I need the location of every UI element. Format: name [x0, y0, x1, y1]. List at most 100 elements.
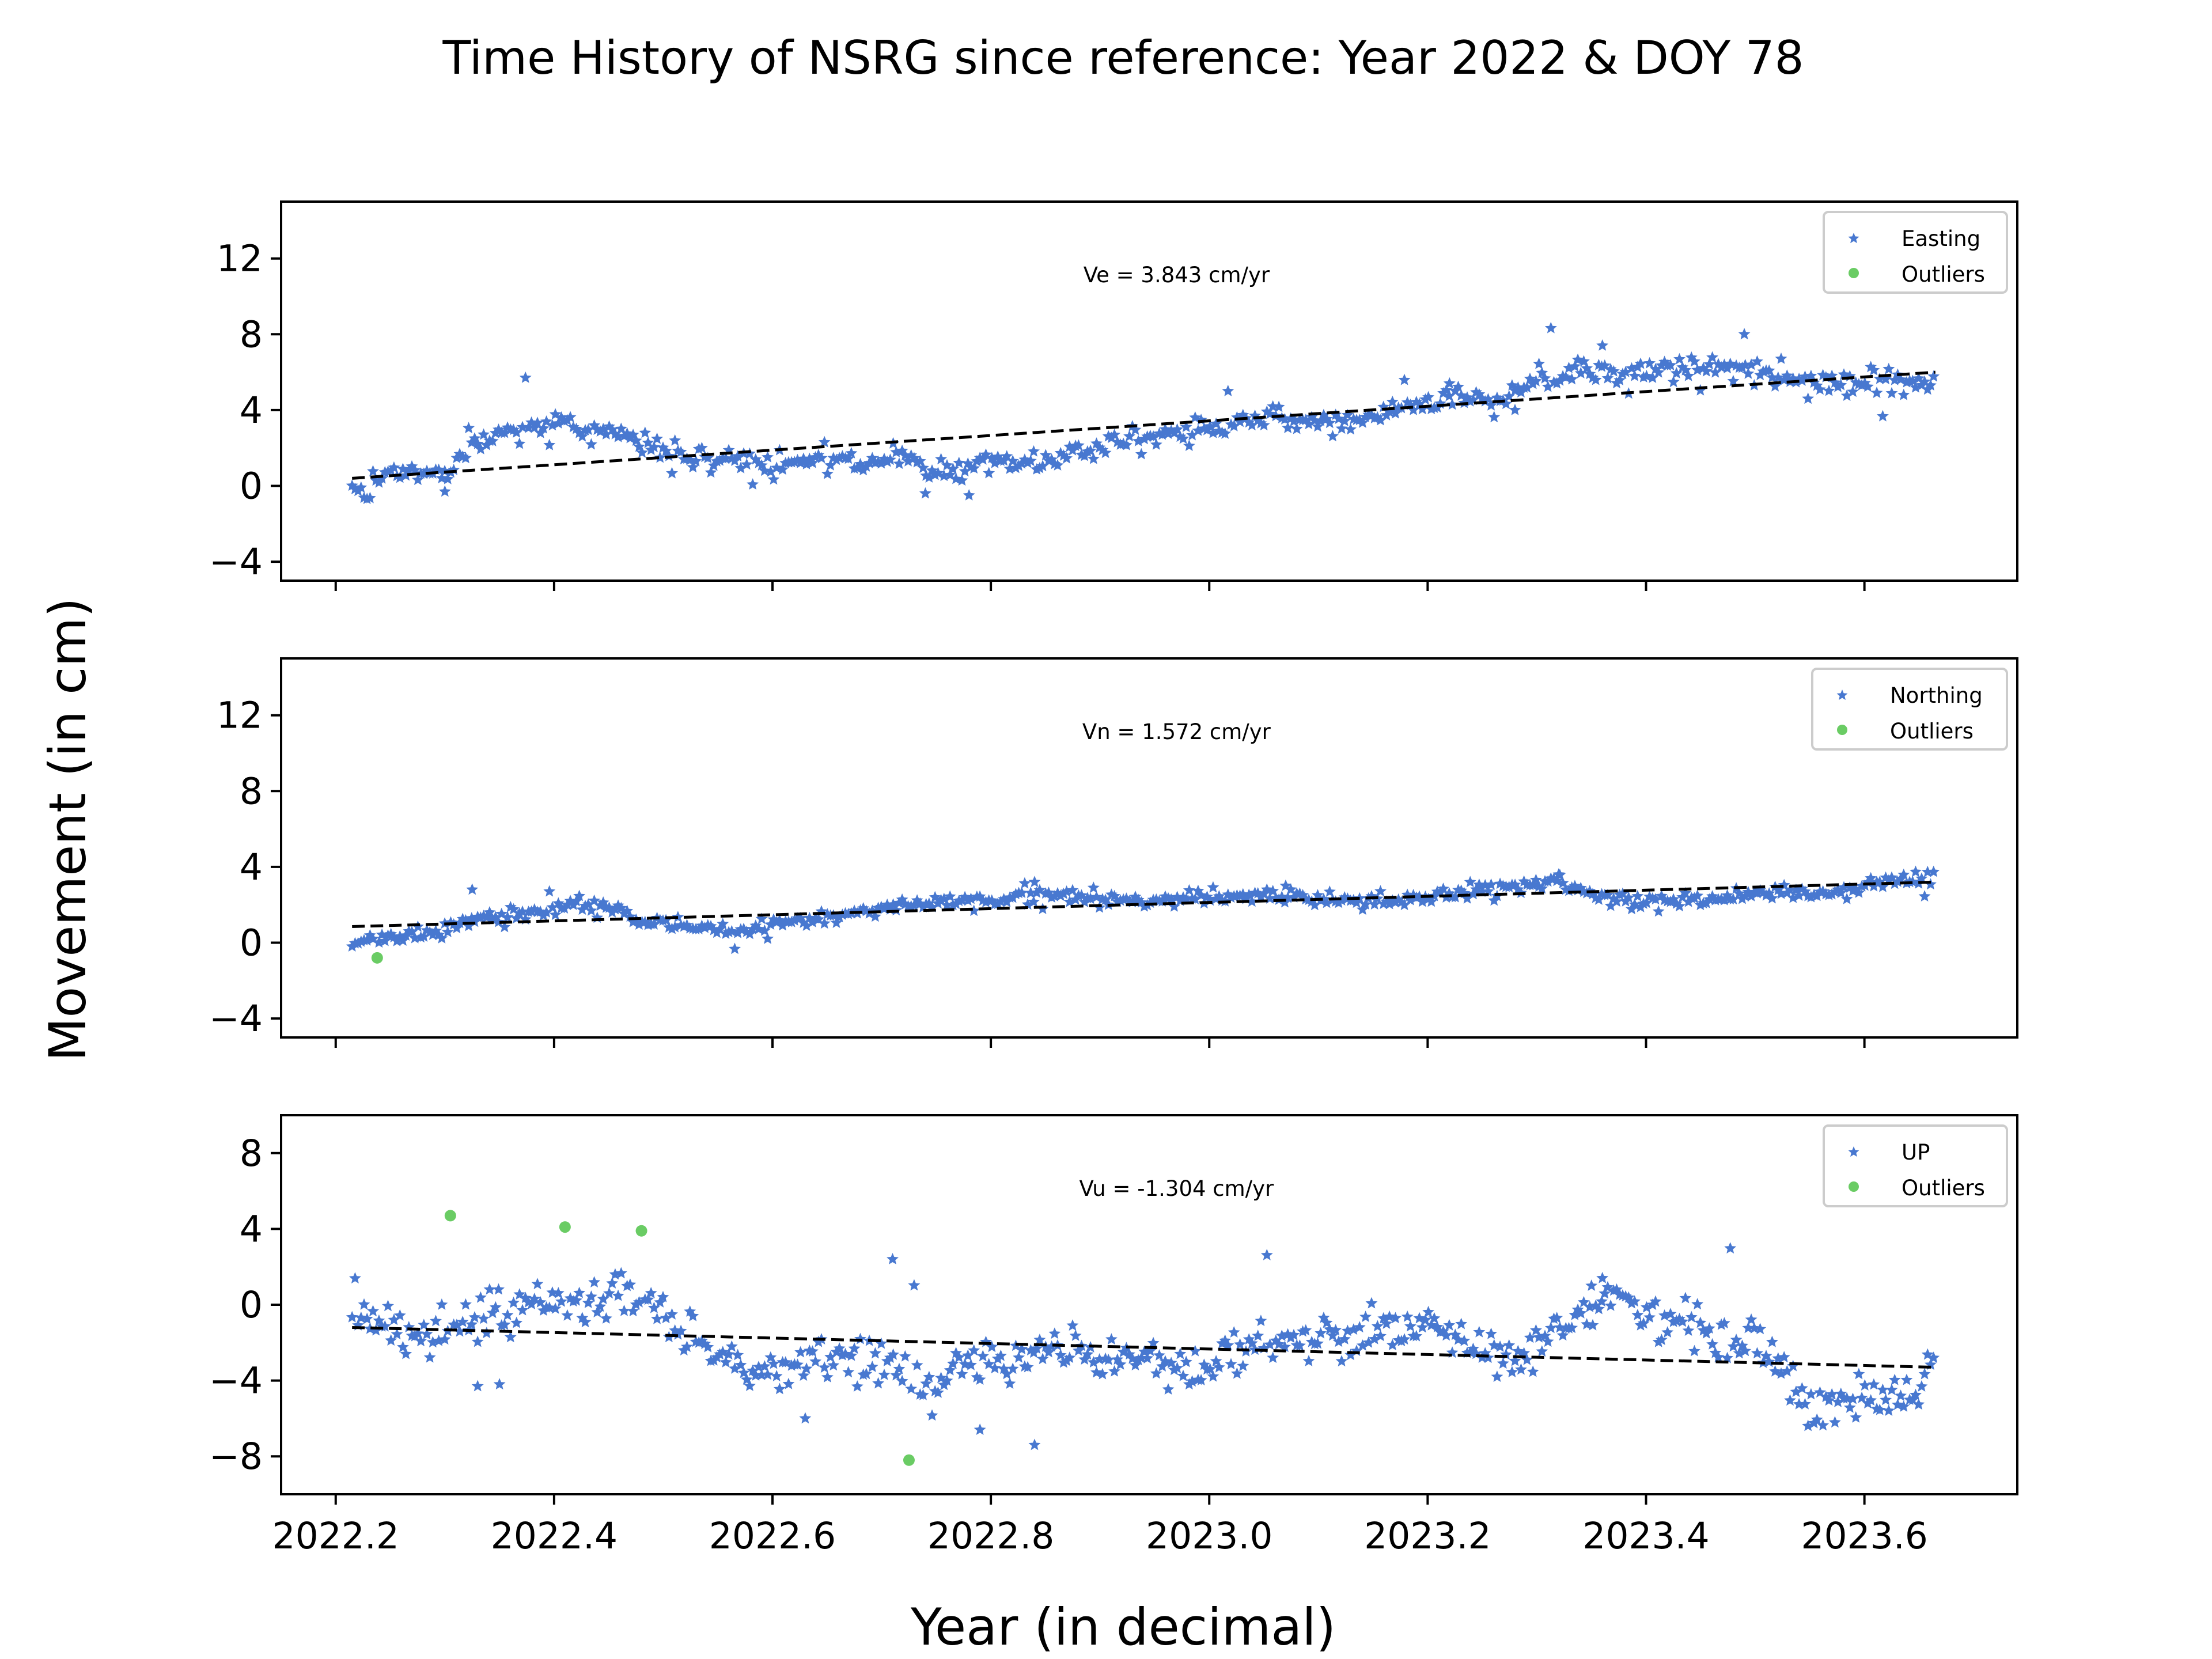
easting-point — [845, 447, 858, 459]
up-point — [1016, 1343, 1028, 1355]
up-point — [1832, 1396, 1844, 1407]
easting-point — [463, 422, 475, 434]
up-point — [594, 1300, 607, 1312]
up-point — [647, 1301, 660, 1313]
up-point — [1918, 1368, 1931, 1380]
northing-point — [441, 926, 454, 937]
up-point — [1652, 1335, 1665, 1347]
easting-velocity-annotation: Ve = 3.843 cm/yr — [1084, 263, 1270, 287]
up-point — [1877, 1383, 1889, 1395]
northing-point — [1607, 892, 1620, 904]
easting-point — [1664, 359, 1677, 370]
northing-point — [800, 919, 813, 931]
easting-point — [953, 456, 965, 468]
up-point — [911, 1359, 923, 1371]
up-point — [507, 1296, 520, 1308]
easting-trend-line — [352, 370, 1936, 480]
up-point — [1207, 1370, 1219, 1382]
up-trend-line — [352, 1325, 1936, 1369]
easting-point — [1616, 368, 1629, 380]
easting-point — [929, 468, 941, 480]
up-point — [438, 1333, 451, 1345]
up-point — [1228, 1326, 1240, 1338]
easting-point — [1524, 372, 1536, 384]
easting-point — [1607, 365, 1620, 377]
up-point — [848, 1342, 861, 1354]
easting-point — [1183, 440, 1195, 451]
up-ytick-label: 4 — [240, 1208, 263, 1250]
easting-point — [1885, 387, 1898, 399]
easting-point — [1165, 424, 1177, 436]
up-point — [1897, 1400, 1910, 1412]
northing-point — [498, 921, 511, 933]
easting-point — [522, 421, 535, 433]
up-ytick-label: 8 — [240, 1132, 263, 1175]
up-point — [1353, 1321, 1366, 1333]
up-point — [1599, 1287, 1611, 1299]
easting-point — [1285, 412, 1297, 424]
easting-point — [1843, 370, 1856, 382]
northing-legend-marker-data — [1836, 690, 1848, 700]
up-point — [573, 1286, 586, 1298]
easting-point — [1877, 410, 1889, 422]
up-point — [1888, 1373, 1901, 1385]
up-point — [1416, 1321, 1429, 1333]
up-point — [570, 1294, 582, 1306]
up-point — [453, 1325, 466, 1337]
up-point — [1781, 1365, 1793, 1377]
easting-point — [1873, 372, 1886, 384]
easting-point — [1177, 432, 1190, 444]
easting-point — [576, 430, 589, 442]
easting-point — [363, 491, 376, 503]
up-point — [1900, 1373, 1913, 1385]
up-point — [1855, 1391, 1868, 1403]
easting-point — [1323, 416, 1336, 429]
up-point — [854, 1332, 866, 1344]
up-point — [1790, 1385, 1802, 1397]
up-point — [1691, 1298, 1704, 1310]
up-point — [1581, 1318, 1593, 1330]
northing-point — [1285, 883, 1297, 895]
up-point — [1715, 1318, 1728, 1330]
up-point — [531, 1278, 544, 1290]
northing-point — [603, 901, 615, 913]
northing-point — [639, 915, 652, 927]
up-point — [597, 1293, 609, 1305]
up-point — [1631, 1309, 1644, 1320]
easting-point — [732, 450, 744, 462]
up-point — [498, 1318, 511, 1330]
up-point — [1706, 1338, 1719, 1350]
easting-point — [1327, 430, 1339, 442]
up-point — [729, 1362, 741, 1374]
up-point — [1578, 1296, 1590, 1308]
easting-point — [884, 453, 896, 465]
easting-point — [1709, 366, 1722, 378]
northing-point — [1031, 886, 1043, 898]
up-point — [561, 1309, 574, 1321]
up-point — [968, 1344, 980, 1356]
up-point — [869, 1347, 881, 1359]
northing-point — [1757, 886, 1770, 898]
easting-point — [1028, 445, 1040, 457]
northing-ytick-label: −4 — [209, 998, 263, 1040]
northing-point — [1847, 884, 1859, 896]
up-point — [744, 1380, 756, 1391]
up-point — [1784, 1394, 1796, 1406]
up-point — [1330, 1324, 1342, 1336]
easting-point — [1033, 461, 1046, 474]
up-point — [1003, 1377, 1016, 1389]
up-point — [1718, 1317, 1730, 1329]
up-point — [1670, 1315, 1683, 1327]
easting-ytick-label: 4 — [240, 389, 263, 431]
up-point — [516, 1304, 529, 1316]
easting-point — [647, 441, 660, 453]
easting-point — [740, 458, 753, 470]
northing-ytick-label: 0 — [240, 922, 263, 964]
northing-point — [1766, 892, 1778, 904]
northing-point — [1691, 889, 1704, 901]
easting-point — [666, 467, 678, 479]
up-point — [1853, 1368, 1865, 1380]
northing-legend-label-outliers: Outliers — [1890, 719, 1974, 744]
easting-point — [1703, 358, 1715, 370]
up-point — [1195, 1374, 1207, 1385]
